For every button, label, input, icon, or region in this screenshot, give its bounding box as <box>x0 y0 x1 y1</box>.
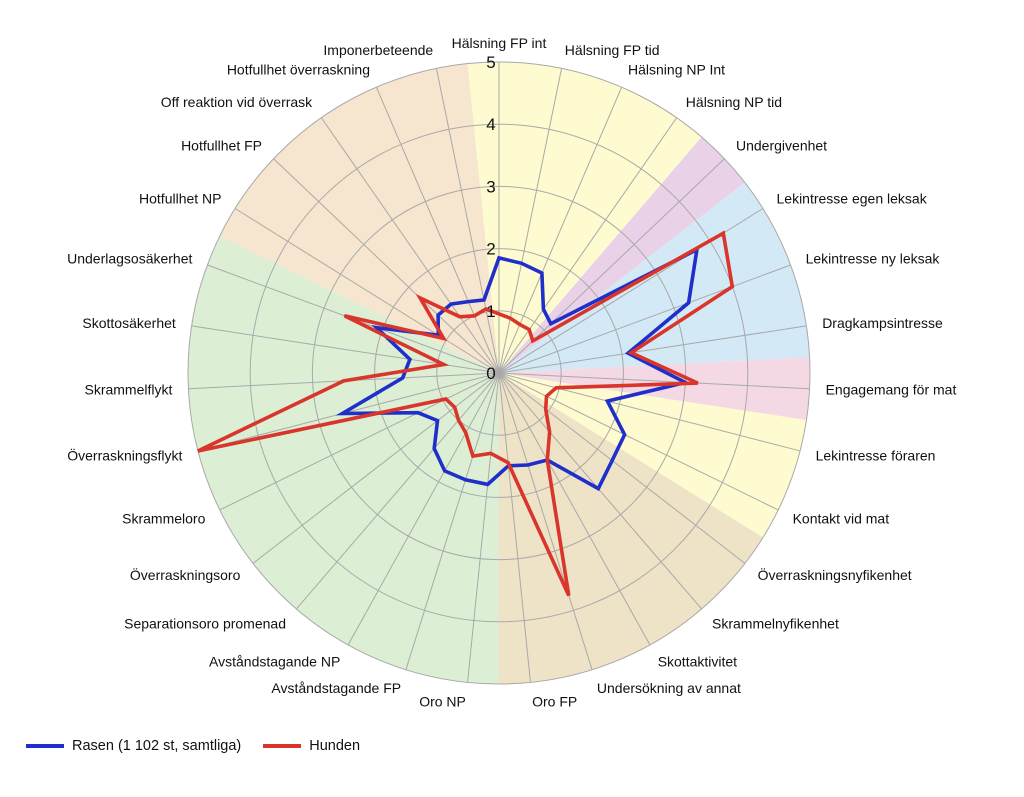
background-sector-6 <box>188 236 499 684</box>
radar-chart-svg: 0 1 2 3 4 5 Hälsning FP int Hälsning FP tid Häls… <box>67 35 957 709</box>
background-sector-0 <box>467 62 702 373</box>
spoke-19 <box>296 372 500 610</box>
legend-item-rasen: Rasen (1 102 st, samtliga) <box>26 738 241 754</box>
category-label-23: Skrammelflykt <box>84 382 172 398</box>
spoke-6 <box>498 264 791 374</box>
category-label-25: Underlagsosäkerhet <box>67 250 192 266</box>
spoke-7 <box>498 325 807 374</box>
category-label-0: Hälsning FP int <box>452 35 547 51</box>
category-label-22: Överraskningsflykt <box>67 447 182 464</box>
background-sector-7 <box>219 63 500 373</box>
category-label-17: Avståndstagande FP <box>271 680 401 696</box>
radial-tick-label-0: 0 <box>486 364 495 383</box>
category-label-27: Hotfullhet FP <box>181 138 262 154</box>
radial-tick-label-1: 1 <box>486 302 495 321</box>
spoke-16 <box>467 372 500 683</box>
category-label-16: Oro NP <box>419 693 466 709</box>
spoke-13 <box>498 372 651 646</box>
spoke-30 <box>435 68 500 374</box>
spoke-18 <box>347 372 500 646</box>
category-label-18: Avståndstagande NP <box>209 654 340 670</box>
spoke-9 <box>498 372 801 452</box>
spoke-21 <box>219 372 500 511</box>
radial-tick-label-4: 4 <box>486 115 495 134</box>
category-label-14: Undersökning av annat <box>597 680 741 696</box>
category-label-10: Kontakt vid mat <box>793 510 890 526</box>
category-label-30: Imponerbeteende <box>323 42 433 58</box>
spoke-27 <box>273 158 500 374</box>
category-label-6: Lekintresse ny leksak <box>806 250 941 266</box>
spoke-20 <box>252 372 500 564</box>
category-label-3: Hälsning NP tid <box>686 94 782 110</box>
background-sector-5 <box>499 373 763 684</box>
spoke-26 <box>234 208 500 374</box>
category-label-1: Hälsning FP tid <box>565 42 660 58</box>
category-label-28: Off reaktion vid överrask <box>161 94 313 110</box>
category-label-11: Överraskningsnyfikenhet <box>758 566 912 583</box>
category-label-5: Lekintresse egen leksak <box>777 190 928 206</box>
legend-swatch-rasen <box>26 744 64 748</box>
legend-label-rasen: Rasen (1 102 st, samtliga) <box>72 738 242 754</box>
category-label-13: Skottaktivitet <box>658 654 737 670</box>
category-label-19: Separationsoro promenad <box>124 615 286 631</box>
legend: Rasen (1 102 st, samtliga) Hunden <box>26 734 382 758</box>
category-label-24: Skottosäkerhet <box>82 315 175 331</box>
spoke-14 <box>498 372 593 670</box>
category-label-26: Hotfullhet NP <box>139 190 221 206</box>
radial-tick-label-2: 2 <box>486 240 495 259</box>
category-label-4: Undergivenhet <box>736 138 827 154</box>
category-label-21: Skrammeloro <box>122 510 205 526</box>
spoke-1 <box>498 68 563 374</box>
background-sector-4 <box>499 373 807 538</box>
radial-tick-label-5: 5 <box>486 53 495 72</box>
category-label-7: Dragkampsintresse <box>822 315 943 331</box>
category-label-9: Lekintresse föraren <box>816 448 936 464</box>
category-label-8: Engagemang för mat <box>826 382 957 398</box>
series-line-1 <box>197 230 735 597</box>
category-label-2: Hälsning NP Int <box>628 62 725 78</box>
spoke-17 <box>405 372 500 670</box>
category-label-29: Hotfullhet överraskning <box>227 62 370 78</box>
spoke-15 <box>498 372 531 683</box>
legend-swatch-hunden <box>263 744 302 748</box>
legend-item-hunden: Hunden <box>263 738 360 754</box>
spoke-29 <box>375 87 500 374</box>
background-sector-2 <box>499 182 810 373</box>
category-label-12: Skrammelnyfikenhet <box>712 615 839 631</box>
category-label-20: Överraskningsoro <box>130 566 241 583</box>
legend-label-hunden: Hunden <box>309 738 361 754</box>
spoke-12 <box>498 372 702 610</box>
radial-tick-label-3: 3 <box>486 177 495 196</box>
spoke-28 <box>320 117 500 374</box>
spoke-8 <box>498 372 810 390</box>
category-label-15: Oro FP <box>532 693 577 709</box>
spoke-11 <box>498 372 746 564</box>
